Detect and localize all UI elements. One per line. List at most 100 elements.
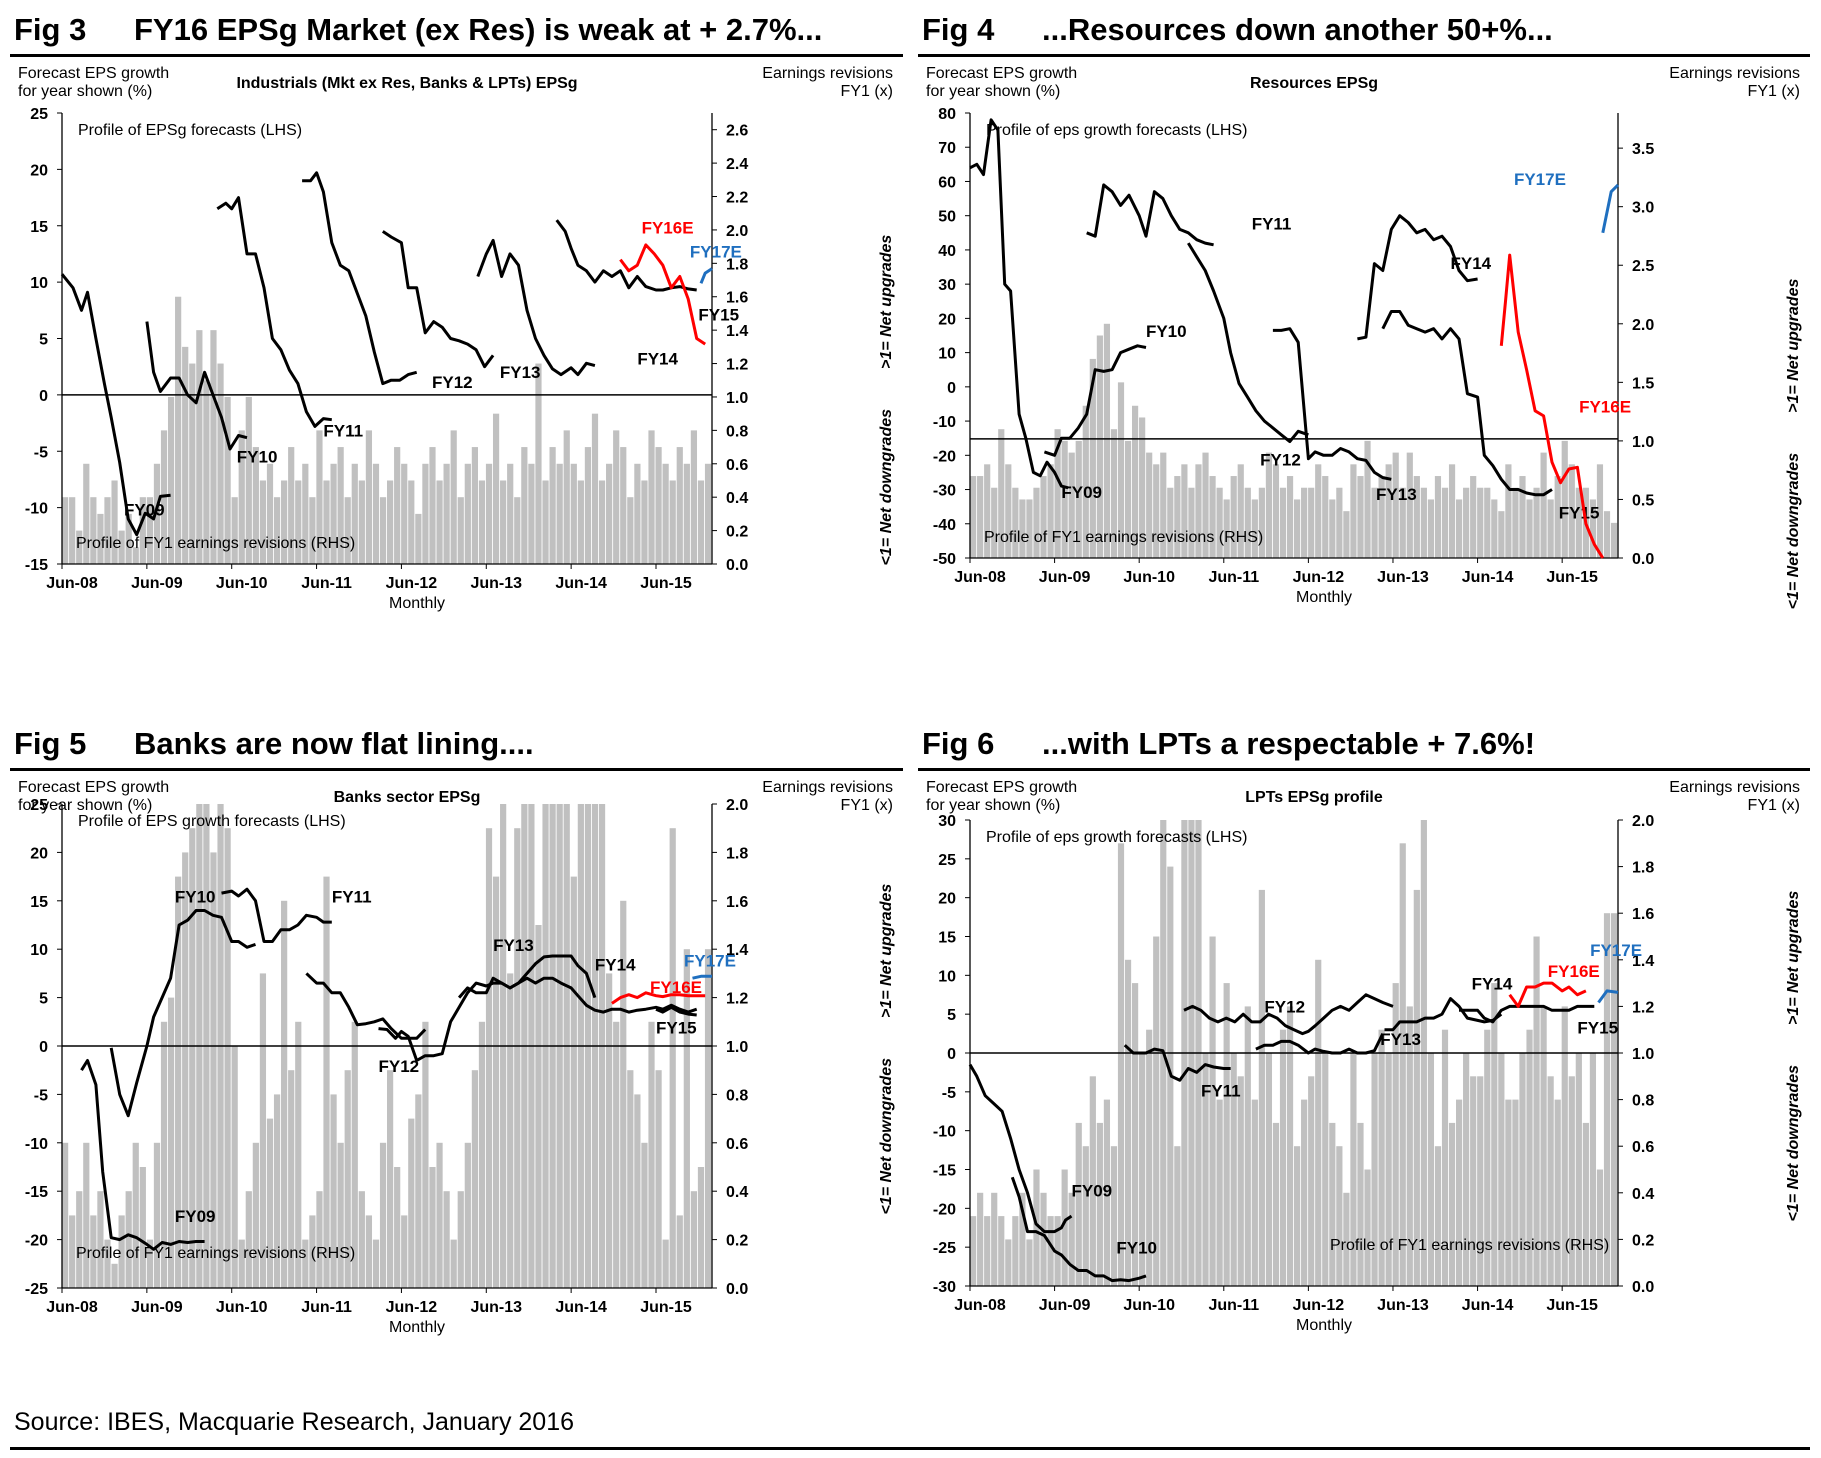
revision-bar [224, 828, 231, 1288]
x-tick-label: Jun-13 [1377, 569, 1429, 586]
x-tick-label: Jun-15 [640, 575, 692, 592]
revision-bar [697, 480, 705, 564]
revision-bar [977, 1192, 984, 1286]
revision-bar [977, 476, 984, 558]
y-left-tick-label: 5 [947, 1007, 956, 1024]
revision-bar [182, 346, 189, 564]
rotated-label-downgrades: <1= Net downgrades [1785, 453, 1802, 610]
series-line-fy14 [457, 976, 698, 1014]
revision-bar [1470, 1076, 1477, 1286]
revision-bar [125, 1191, 132, 1288]
series-label-fy10: FY10 [237, 448, 278, 467]
fig3-heading: FY16 EPSg Market (ex Res) is weak at + 2… [134, 12, 823, 47]
revision-bar [1603, 511, 1611, 558]
series-label-fy13: FY13 [1376, 485, 1417, 504]
revision-bar [1610, 522, 1618, 558]
revision-bar [1103, 323, 1111, 558]
revision-bar [1244, 1006, 1251, 1286]
annotation-eps-forecasts: Profile of eps growth forecasts (LHS) [986, 122, 1247, 139]
revision-bar [1357, 1122, 1364, 1286]
ylabel-right-line1: Earnings revisions [762, 65, 893, 82]
revision-bar [1265, 1053, 1273, 1286]
y-right-tick-label: 2.4 [726, 156, 748, 173]
revision-bar [1132, 983, 1139, 1286]
fig5-number: Fig 5 [14, 726, 87, 761]
revision-bar [1371, 1053, 1378, 1286]
y-left-tick-label: -5 [942, 1085, 956, 1102]
series-label-fy13: FY13 [500, 363, 541, 382]
revision-bar [1392, 983, 1399, 1286]
revision-bar [104, 1239, 111, 1288]
revision-bar [528, 463, 535, 564]
revision-bar [316, 1191, 323, 1288]
revision-bar [295, 480, 302, 564]
revision-bar [111, 1263, 118, 1288]
series-line-fy11 [221, 887, 332, 943]
revision-bar [662, 1239, 669, 1288]
revision-bar [1216, 487, 1223, 558]
x-tick-label: Jun-10 [1123, 1297, 1175, 1314]
x-axis-title: Monthly [389, 595, 445, 612]
revision-bar [1364, 440, 1371, 558]
revision-bar [146, 1239, 153, 1288]
revision-bar [1237, 1076, 1244, 1286]
revision-bar [118, 1215, 125, 1288]
revision-bar [549, 447, 556, 564]
revision-bar [1012, 1216, 1019, 1286]
revision-bar [634, 463, 641, 564]
revision-bar [457, 497, 464, 564]
revision-bar [160, 1021, 168, 1288]
ylabel-right-line2: FY1 (x) [1748, 797, 1800, 814]
revision-bar [704, 949, 712, 1288]
y-left-tick-label: 10 [30, 275, 48, 292]
revision-bar [1124, 959, 1132, 1286]
revision-bar [415, 513, 422, 564]
revision-bar [401, 463, 408, 564]
revision-bar [634, 1094, 641, 1288]
annotation-eps-forecasts: Profile of EPS growth forecasts (LHS) [78, 813, 346, 830]
revision-bar [1413, 476, 1420, 558]
revision-bar [984, 1216, 991, 1286]
revision-bar [1378, 1029, 1385, 1286]
revision-bar [1061, 440, 1068, 558]
series-line-fy14 [1357, 214, 1478, 341]
series-line-fy13 [381, 230, 495, 369]
revision-bar [69, 1215, 76, 1288]
revision-bar [1272, 1122, 1280, 1286]
revision-bar [281, 900, 288, 1288]
revision-bar [1061, 1169, 1068, 1286]
y-left-tick-label: 15 [30, 219, 48, 236]
y-right-tick-label: 1.8 [726, 256, 748, 273]
y-right-tick-label: 0.2 [726, 1233, 748, 1250]
y-left-tick-label: -20 [933, 1201, 956, 1218]
revision-bar [620, 447, 627, 564]
y-right-tick-label: 0.0 [1632, 1279, 1654, 1296]
revision-bar [492, 413, 500, 564]
revision-bar [1526, 1029, 1533, 1286]
revision-bar [485, 828, 493, 1288]
revision-bar [1484, 1029, 1491, 1286]
y-right-tick-label: 1.2 [726, 991, 748, 1008]
revision-bar [97, 513, 104, 564]
revision-bar [662, 463, 669, 564]
x-tick-label: Jun-08 [46, 575, 98, 592]
ylabel-left-line1: Forecast EPS growth [18, 779, 169, 796]
fig3-rule [10, 54, 903, 57]
fig3-number: Fig 3 [14, 12, 87, 47]
revision-bar [697, 1167, 705, 1288]
revision-bar [1188, 487, 1195, 558]
revision-bar [295, 1021, 302, 1288]
revision-bar [351, 463, 358, 564]
x-axis-title: Monthly [1296, 589, 1352, 606]
revision-bar [1343, 511, 1350, 558]
revision-bar [641, 1142, 648, 1288]
series-label-fy12: FY12 [379, 1057, 420, 1076]
series-label-fy11: FY11 [1252, 214, 1292, 233]
revision-bar [1568, 1076, 1575, 1286]
revision-bar [1110, 1146, 1118, 1286]
revision-bar [648, 1021, 655, 1288]
revision-bar [252, 1142, 259, 1288]
revision-bar [1223, 499, 1230, 558]
revision-bar [1575, 1053, 1582, 1286]
